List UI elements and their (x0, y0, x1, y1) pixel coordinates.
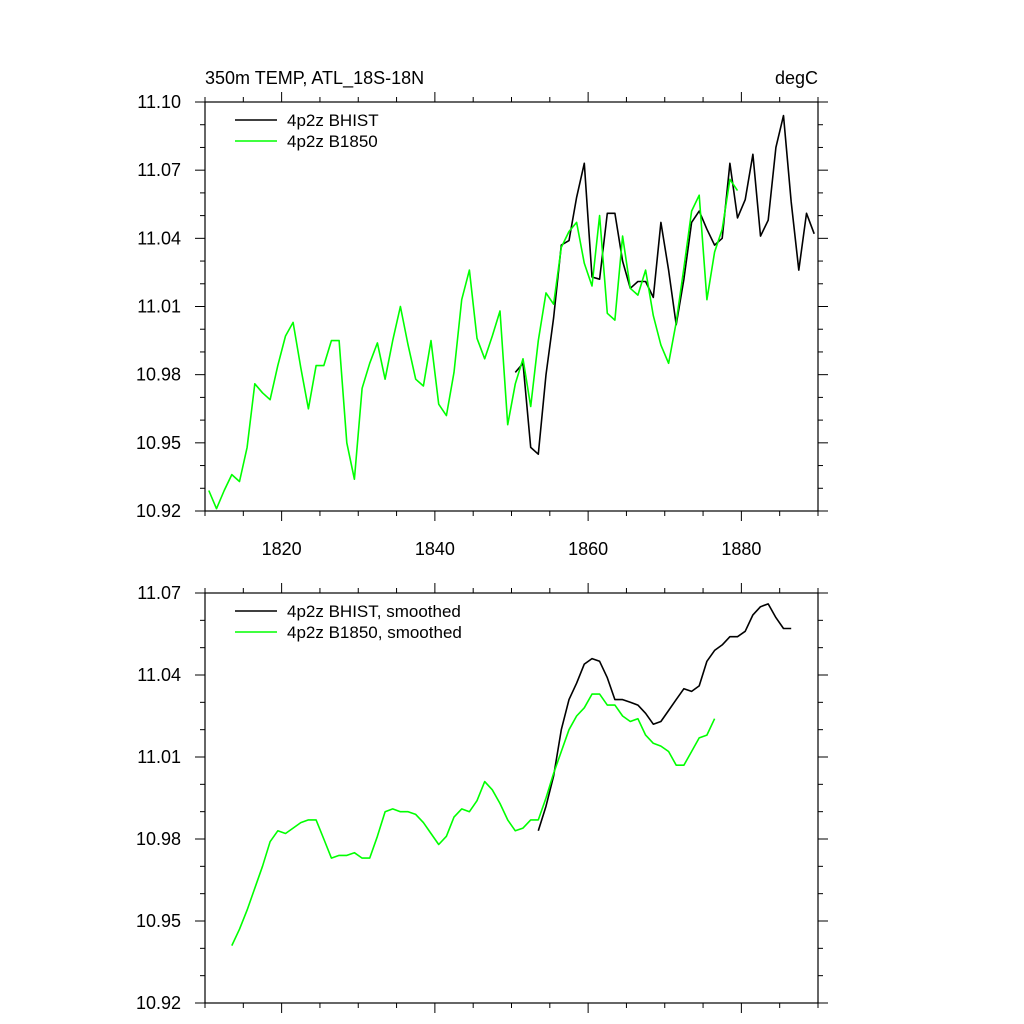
y-tick-label: 11.01 (137, 297, 181, 317)
units-label: degC (775, 68, 818, 88)
y-tick-label: 11.04 (137, 228, 181, 248)
y-tick-label: 10.95 (136, 433, 181, 453)
plot-frame (204, 101, 819, 512)
y-tick-label: 11.07 (137, 583, 181, 603)
y-tick-label: 10.95 (136, 911, 181, 931)
legend-label: 4p2z B1850 (287, 132, 378, 151)
x-tick-label: 1860 (568, 539, 608, 559)
x-tick-label: 1820 (262, 539, 302, 559)
y-tick-label: 11.04 (137, 665, 181, 685)
y-tick-label: 10.98 (136, 829, 181, 849)
legend-label: 4p2z B1850, smoothed (287, 623, 462, 642)
x-tick-label: 1880 (721, 539, 761, 559)
y-tick-label: 10.92 (136, 993, 181, 1013)
chart-title: 350m TEMP, ATL_18S-18N (205, 68, 424, 89)
series-line-1 (231, 693, 716, 946)
bottom-panel: 10.92 10.95 10.98 11.01 11.04 11.07 4p2z BHIST… (136, 583, 828, 1013)
y-tick-label: 11.10 (137, 92, 181, 112)
legend-label: 4p2z BHIST (287, 111, 379, 130)
top-panel: 350m TEMP, ATL_18S-18N degC 10.92 10.95 10.9… (136, 68, 828, 559)
x-tick-label: 1840 (415, 539, 455, 559)
y-tick-label: 11.07 (137, 160, 181, 180)
y-tick-label: 11.01 (137, 747, 181, 767)
y-tick-label: 10.98 (136, 365, 181, 385)
y-tick-label: 10.92 (136, 501, 181, 521)
plot-frame (204, 592, 819, 1004)
series-line-0 (514, 114, 815, 456)
series-line-1 (208, 178, 739, 510)
series-line-0 (537, 603, 792, 832)
legend-label: 4p2z BHIST, smoothed (287, 602, 461, 621)
